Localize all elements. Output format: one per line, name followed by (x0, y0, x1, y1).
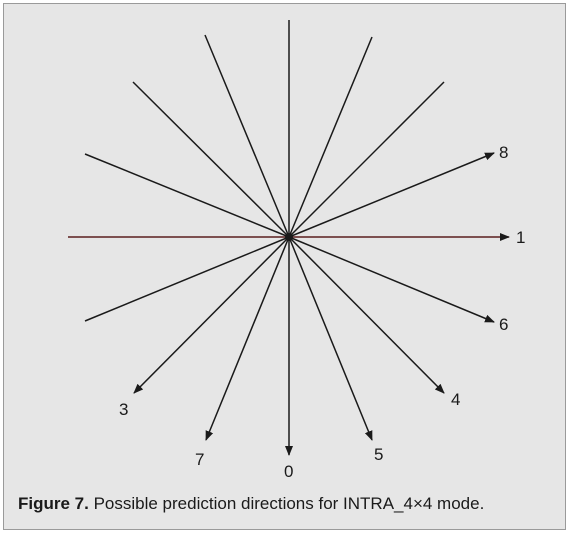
figure-frame (3, 3, 566, 530)
direction-line-upper-right-diag (288, 81, 445, 238)
caption-text: Possible prediction directions for INTRA… (88, 494, 485, 513)
direction-line-upper-left-steep (204, 34, 290, 238)
direction-line-upper-right-steep (288, 36, 373, 238)
direction-line-upper-left-diag (132, 81, 290, 238)
direction-label-0: 0 (284, 462, 293, 481)
direction-arrow-4 (288, 236, 445, 394)
direction-label-8: 8 (499, 143, 508, 162)
direction-line-upper-left-shallow (84, 153, 290, 238)
direction-arrow-8 (288, 152, 495, 238)
center-point (285, 233, 293, 241)
direction-arrow-5 (288, 236, 373, 441)
direction-line-lower-left-shallow (84, 236, 290, 322)
figure-number: Figure 7. (18, 494, 89, 513)
direction-arrow-6 (288, 236, 495, 323)
direction-arrow-3 (133, 236, 290, 394)
direction-label-4: 4 (451, 390, 460, 409)
direction-label-7: 7 (195, 450, 204, 469)
direction-label-6: 6 (499, 315, 508, 334)
direction-label-3: 3 (119, 400, 128, 419)
direction-label-1: 1 (516, 228, 525, 247)
direction-arrow-7 (205, 236, 290, 441)
direction-label-5: 5 (374, 445, 383, 464)
figure-caption: Figure 7. Possible prediction directions… (18, 494, 558, 514)
